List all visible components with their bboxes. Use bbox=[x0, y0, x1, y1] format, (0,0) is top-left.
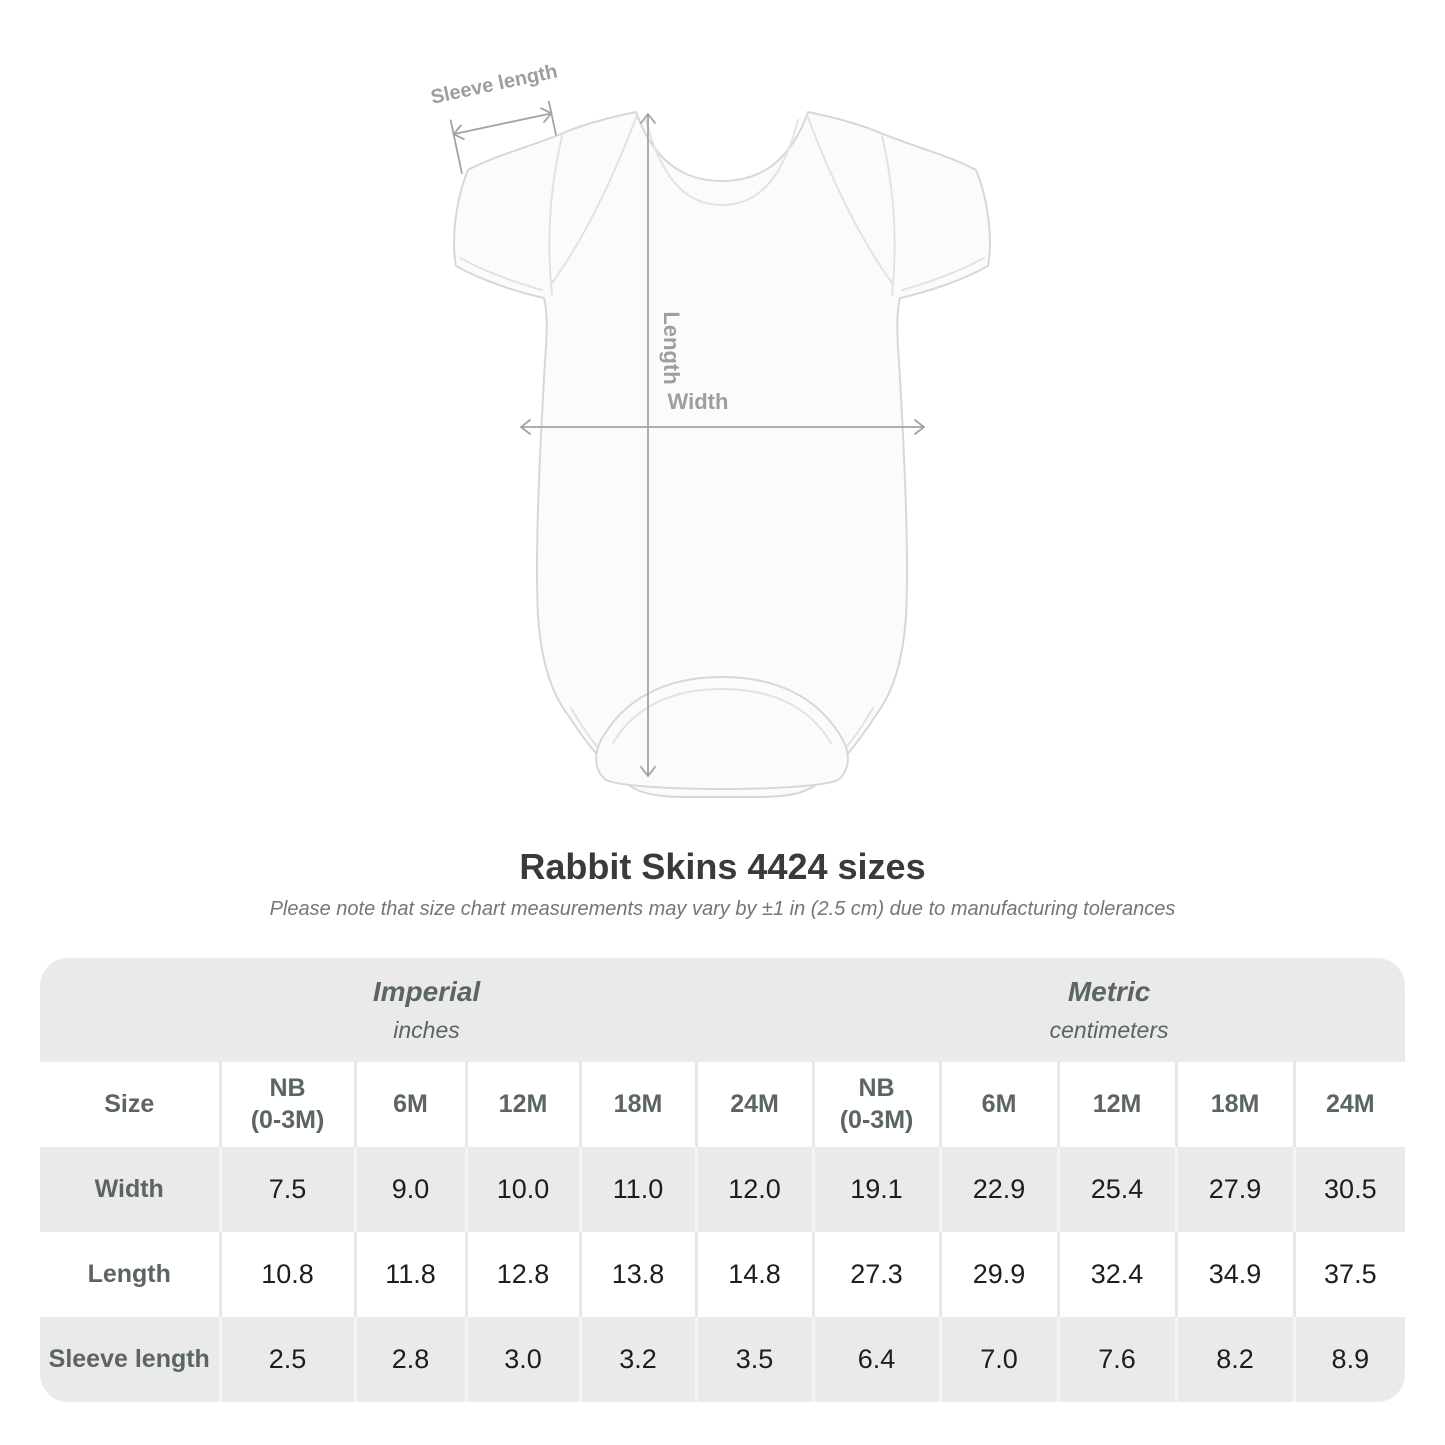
unit-group-row: Imperial inches Metric centimeters bbox=[40, 958, 1405, 1062]
length-6m-in: 11.8 bbox=[353, 1232, 466, 1317]
width-12m-cm: 25.4 bbox=[1056, 1147, 1177, 1232]
length-18m-in: 13.8 bbox=[578, 1232, 696, 1317]
column-header-24m-imperial: 24M bbox=[694, 1062, 814, 1147]
width-12m-in: 10.0 bbox=[464, 1147, 580, 1232]
length-nb-cm: 27.3 bbox=[811, 1232, 941, 1317]
sleeve-nb-cm: 6.4 bbox=[811, 1317, 941, 1402]
size-table: Imperial inches Metric centimeters Size … bbox=[40, 958, 1405, 1402]
crotch-flap bbox=[595, 676, 849, 790]
sleeve-nb-in: 2.5 bbox=[218, 1317, 355, 1402]
sleeve-24m-in: 3.5 bbox=[694, 1317, 814, 1402]
bodysuit-diagram: Sleeve length Length Width bbox=[429, 60, 991, 798]
length-dimension: Length bbox=[640, 113, 684, 777]
width-label: Width bbox=[668, 389, 729, 414]
sleeve-length-arrow bbox=[449, 100, 557, 175]
table-row-length: Length 10.8 11.8 12.8 13.8 14.8 27.3 29.… bbox=[40, 1232, 1405, 1317]
width-24m-in: 12.0 bbox=[694, 1147, 814, 1232]
width-6m-cm: 22.9 bbox=[938, 1147, 1059, 1232]
column-header-12m-metric: 12M bbox=[1056, 1062, 1177, 1147]
width-18m-cm: 27.9 bbox=[1174, 1147, 1295, 1232]
column-header-nb-imperial: NB (0-3M) bbox=[218, 1062, 355, 1147]
width-dimension: Width bbox=[520, 389, 925, 435]
metric-group-header: Metric centimeters bbox=[813, 958, 1405, 1062]
sleeve-18m-cm: 8.2 bbox=[1174, 1317, 1295, 1402]
column-header-nb-metric: NB (0-3M) bbox=[811, 1062, 941, 1147]
length-label: Length bbox=[659, 311, 684, 384]
size-header-row: Size NB (0-3M) 6M 12M 18M 24M NB (0-3M) … bbox=[40, 1062, 1405, 1147]
imperial-label: Imperial bbox=[372, 976, 481, 1007]
table-row-width: Width 7.5 9.0 10.0 11.0 12.0 19.1 22.9 2… bbox=[40, 1147, 1405, 1232]
length-nb-in: 10.8 bbox=[218, 1232, 355, 1317]
tolerance-note: Please note that size chart measurements… bbox=[269, 898, 1176, 920]
row-label-length: Length bbox=[40, 1232, 220, 1317]
length-24m-cm: 37.5 bbox=[1292, 1232, 1405, 1317]
width-nb-cm: 19.1 bbox=[811, 1147, 941, 1232]
length-12m-cm: 32.4 bbox=[1056, 1232, 1177, 1317]
length-18m-cm: 34.9 bbox=[1174, 1232, 1295, 1317]
sleeve-6m-in: 2.8 bbox=[353, 1317, 466, 1402]
length-12m-in: 12.8 bbox=[464, 1232, 580, 1317]
sleeve-12m-in: 3.0 bbox=[464, 1317, 580, 1402]
sleeve-24m-cm: 8.9 bbox=[1292, 1317, 1405, 1402]
width-24m-cm: 30.5 bbox=[1292, 1147, 1405, 1232]
width-18m-in: 11.0 bbox=[578, 1147, 696, 1232]
width-nb-in: 7.5 bbox=[218, 1147, 355, 1232]
imperial-unit: inches bbox=[393, 1017, 460, 1043]
column-header-18m-imperial: 18M bbox=[578, 1062, 696, 1147]
metric-label: Metric bbox=[1067, 976, 1151, 1007]
column-header-6m-metric: 6M bbox=[938, 1062, 1059, 1147]
page-title: Rabbit Skins 4424 sizes bbox=[519, 846, 926, 887]
width-6m-in: 9.0 bbox=[353, 1147, 466, 1232]
length-24m-in: 14.8 bbox=[694, 1232, 814, 1317]
column-header-24m-metric: 24M bbox=[1292, 1062, 1405, 1147]
column-header-18m-metric: 18M bbox=[1174, 1062, 1295, 1147]
column-header-12m-imperial: 12M bbox=[464, 1062, 580, 1147]
heading: Rabbit Skins 4424 sizes Please note that… bbox=[0, 846, 1445, 921]
length-6m-cm: 29.9 bbox=[938, 1232, 1059, 1317]
sleeve-18m-in: 3.2 bbox=[578, 1317, 696, 1402]
metric-unit: centimeters bbox=[1049, 1017, 1169, 1043]
imperial-group-header: Imperial inches bbox=[40, 958, 814, 1062]
row-label-width: Width bbox=[40, 1147, 220, 1232]
size-column-header: Size bbox=[40, 1062, 220, 1147]
column-header-6m-imperial: 6M bbox=[353, 1062, 466, 1147]
row-label-sleeve-length: Sleeve length bbox=[40, 1317, 220, 1402]
sleeve-6m-cm: 7.0 bbox=[938, 1317, 1059, 1402]
crotch-flap-stitch bbox=[612, 687, 832, 744]
table-row-sleeve-length: Sleeve length 2.5 2.8 3.0 3.2 3.5 6.4 7.… bbox=[40, 1317, 1405, 1402]
sleeve-length-label: Sleeve length bbox=[429, 60, 560, 108]
sleeve-12m-cm: 7.6 bbox=[1056, 1317, 1177, 1402]
